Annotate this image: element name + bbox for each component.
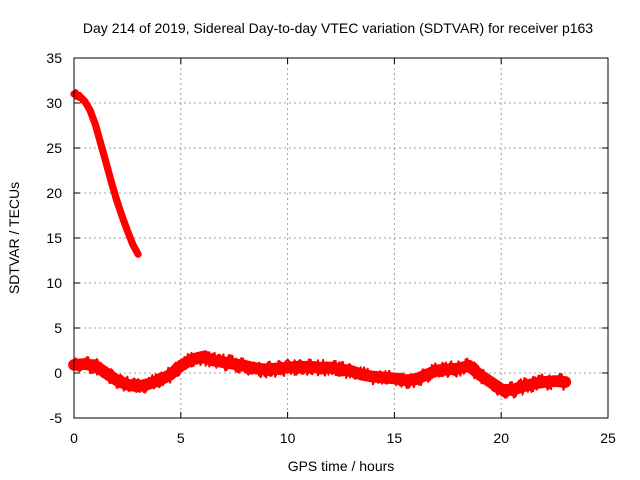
x-tick-labels: 0 5 10 15 20 25 bbox=[70, 430, 616, 446]
y-tick-label: 35 bbox=[46, 50, 62, 66]
y-tick-label: 20 bbox=[46, 185, 62, 201]
x-tick-label: 10 bbox=[280, 430, 296, 446]
x-tick-label: 0 bbox=[70, 430, 78, 446]
x-tick-label: 5 bbox=[177, 430, 185, 446]
y-tick-label: 15 bbox=[46, 230, 62, 246]
axis-ticks bbox=[73, 57, 609, 419]
series-noise-1 bbox=[73, 90, 140, 257]
y-tick-label: 30 bbox=[46, 95, 62, 111]
x-tick-label: 25 bbox=[600, 430, 616, 446]
y-tick-label: -5 bbox=[50, 410, 63, 426]
series-noise-2 bbox=[73, 351, 567, 397]
y-tick-label: 5 bbox=[54, 320, 62, 336]
x-tick-label: 20 bbox=[493, 430, 509, 446]
y-tick-label: 10 bbox=[46, 275, 62, 291]
y-tick-label: 25 bbox=[46, 140, 62, 156]
x-tick-label: 15 bbox=[387, 430, 403, 446]
series-layer bbox=[68, 88, 572, 399]
y-tick-label: 0 bbox=[54, 365, 62, 381]
y-tick-labels: -5 0 5 10 15 20 25 30 35 bbox=[46, 50, 62, 426]
y-axis-label: SDTVAR / TECUs bbox=[6, 182, 22, 294]
x-axis-label: GPS time / hours bbox=[288, 458, 395, 474]
chart-title: Day 214 of 2019, Sidereal Day-to-day VTE… bbox=[83, 20, 593, 36]
